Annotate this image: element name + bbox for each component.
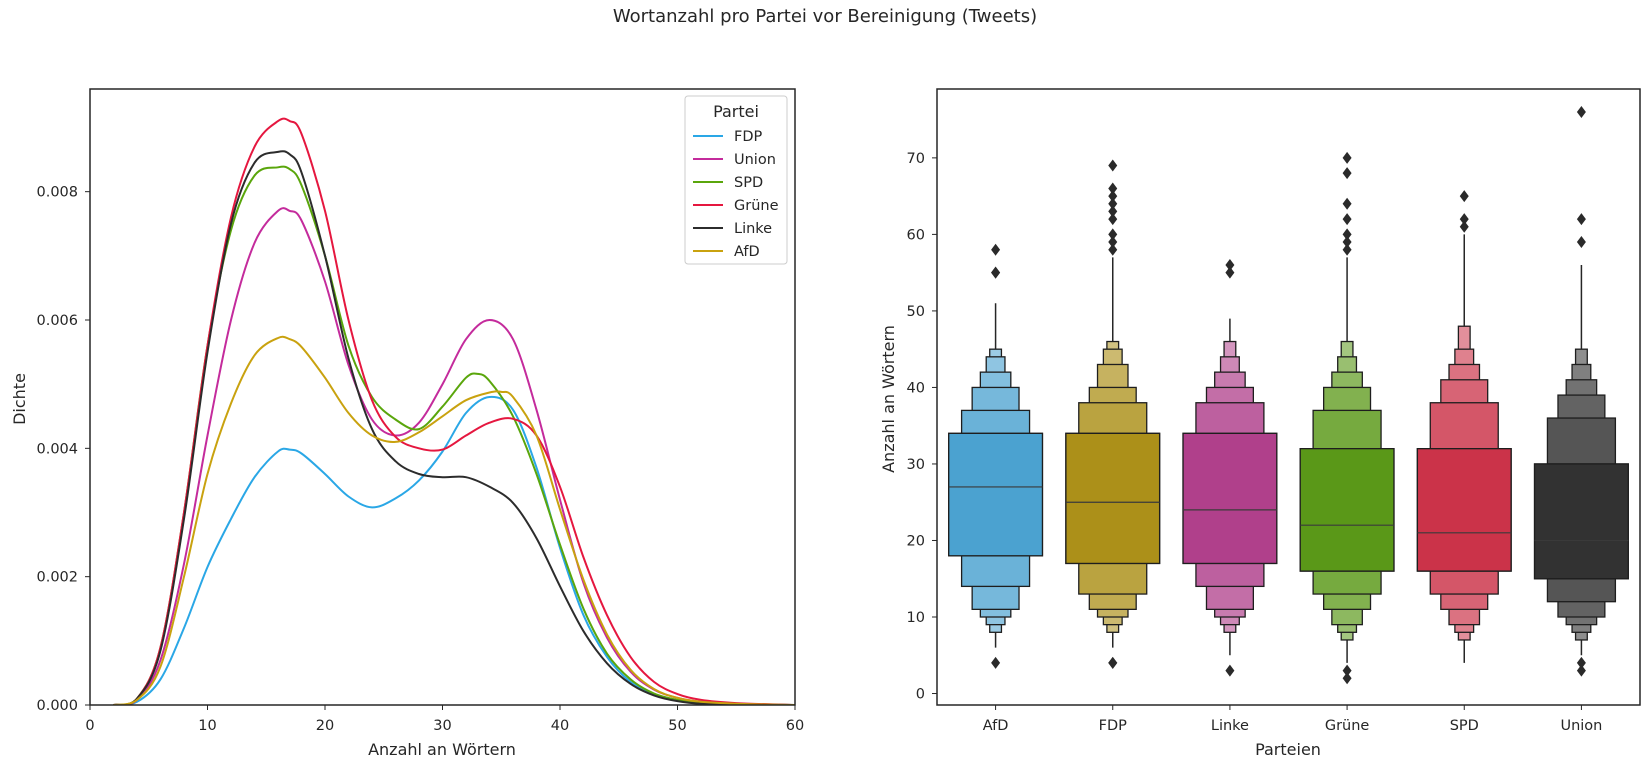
figure-title: Wortanzahl pro Partei vor Bereinigung (T… [612, 6, 1038, 27]
boxen-outlier [1342, 236, 1352, 249]
kde-panel: Anzahl an Wörtern Dichte 0 10 20 30 40 50 60 0.… [10, 88, 804, 759]
kde-line-fdp [113, 395, 795, 705]
boxen-box-main [1182, 432, 1278, 565]
boxen-outlier [1342, 664, 1352, 677]
boxen-outlier [1459, 213, 1469, 226]
boxen-ytick-label: 20 [907, 533, 925, 549]
boxen-xtick-label: Linke [1211, 718, 1249, 734]
boxen-box-main [1299, 448, 1395, 572]
boxen-outlier [1342, 243, 1352, 256]
boxen-ytick-label: 60 [907, 227, 925, 243]
kde-ytick-label: 0.008 [36, 185, 78, 201]
kde-ytick-label: 0.000 [36, 698, 78, 714]
boxen-outlier [1108, 197, 1118, 210]
boxen-outlier [991, 656, 1001, 669]
boxen-ytick-label: 0 [916, 687, 925, 703]
boxen-xtick-label: Grüne [1325, 718, 1370, 734]
legend-entry: Linke [734, 221, 772, 237]
boxen-outlier [1108, 236, 1118, 249]
kde-ytick-label: 0.002 [36, 570, 78, 586]
boxen-xtick-label: SPD [1450, 718, 1479, 734]
legend-title: Partei [713, 102, 759, 121]
kde-xtick-label: 0 [85, 718, 94, 734]
boxen-xtick-label: FDP [1099, 718, 1128, 734]
boxen-fdp [1065, 159, 1161, 669]
boxen-linke [1182, 259, 1278, 677]
kde-xtick-label: 10 [198, 718, 216, 734]
boxen-outlier [1576, 105, 1586, 118]
boxen-outlier [1342, 213, 1352, 226]
kde-line-linke [113, 150, 795, 705]
boxen-outlier [1342, 197, 1352, 210]
boxen-outlier [1576, 664, 1586, 677]
boxen-outlier [1108, 656, 1118, 669]
boxen-outlier [1576, 213, 1586, 226]
boxen-outlier [1576, 236, 1586, 249]
kde-frame [89, 88, 796, 706]
kde-xtick-label: 50 [668, 718, 686, 734]
kde-ytick-label: 0.006 [36, 313, 78, 329]
kde-line-gruene [113, 117, 795, 705]
boxen-outlier [1108, 213, 1118, 226]
kde-line-afd [113, 335, 795, 705]
boxen-outlier [1459, 190, 1469, 203]
boxen-xtick-label: AfD [983, 718, 1009, 734]
boxen-box-main [1533, 463, 1629, 580]
boxen-outlier [1342, 167, 1352, 180]
kde-xtick-label: 20 [316, 718, 334, 734]
kde-ylabel: Dichte [10, 373, 29, 425]
boxen-ytick-label: 70 [907, 151, 925, 167]
kde-xtick-label: 60 [786, 718, 804, 734]
legend-frame [684, 95, 788, 265]
boxen-ytick-label: 40 [907, 380, 925, 396]
boxen-outlier [1342, 228, 1352, 241]
boxen-ytick-label: 30 [907, 457, 925, 473]
boxen-frame [936, 88, 1641, 706]
boxen-outlier [1225, 664, 1235, 677]
boxen-xlabel: Parteien [1255, 740, 1321, 759]
kde-line-union [113, 207, 795, 705]
legend-entry: Union [734, 152, 776, 168]
boxen-outlier [1576, 656, 1586, 669]
kde-ytick-label: 0.004 [36, 441, 78, 457]
boxen-outlier [1459, 220, 1469, 233]
kde-xtick-label: 30 [433, 718, 451, 734]
kde-xtick-label: 40 [551, 718, 569, 734]
legend-entry: AfD [734, 244, 760, 260]
boxen-gruene [1299, 151, 1395, 685]
legend-entry: Grüne [734, 198, 779, 214]
boxen-outlier [991, 266, 1001, 279]
boxen-ytick-label: 10 [907, 610, 925, 626]
boxen-ytick-label: 50 [907, 304, 925, 320]
boxen-outlier [1108, 182, 1118, 195]
boxen-box-main [1416, 448, 1512, 572]
kde-xlabel: Anzahl an Wörtern [368, 740, 516, 759]
boxen-outlier [1342, 151, 1352, 164]
boxen-afd [948, 243, 1044, 669]
boxen-outlier [1342, 672, 1352, 685]
boxen-outlier [1225, 266, 1235, 279]
boxen-xtick-label: Union [1560, 718, 1602, 734]
kde-legend: Partei FDP Union SPD Grüne Linke AfD [684, 95, 788, 265]
boxen-outlier [1108, 228, 1118, 241]
boxen-outlier [1108, 159, 1118, 172]
boxen-ylabel: Anzahl an Wörtern [879, 325, 898, 473]
boxen-outlier [1108, 205, 1118, 218]
legend-entry: FDP [734, 129, 763, 145]
boxen-panel: Parteien Anzahl an Wörtern 0 10 20 30 40 50 60… [879, 88, 1641, 759]
boxen-outlier [1108, 190, 1118, 203]
boxen-union [1533, 105, 1629, 677]
boxen-spd [1416, 190, 1512, 663]
boxen-outlier [991, 243, 1001, 256]
legend-entry: SPD [734, 175, 763, 191]
boxen-box-main [948, 432, 1044, 557]
boxen-outlier [1108, 243, 1118, 256]
boxen-box-main [1065, 432, 1161, 565]
boxen-outlier [1225, 259, 1235, 271]
